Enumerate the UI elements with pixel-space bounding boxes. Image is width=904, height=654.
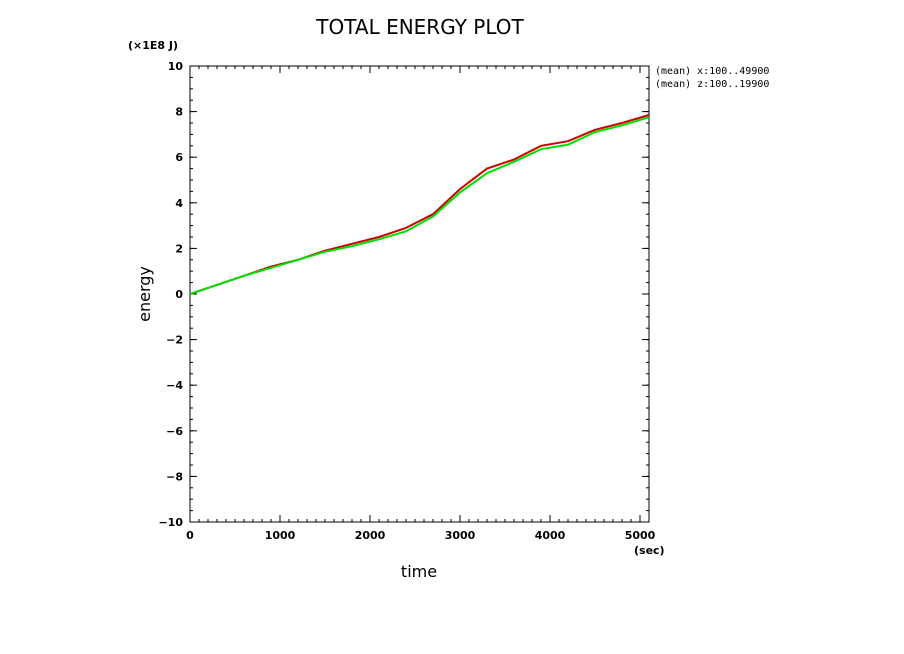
axis-ticks — [189, 65, 650, 523]
y-unit-label: (×1E8 J) — [128, 39, 178, 52]
plot-frame — [189, 65, 650, 523]
x-tick-label: 0 — [186, 529, 194, 542]
y-tick-label: 8 — [175, 106, 183, 119]
tick-labels: 0 1000 2000 3000 4000 5000 −10 −8 −6 −4 −2 0 2 4 6 8 10 — [158, 60, 655, 542]
x-tick-label: 5000 — [625, 529, 656, 542]
y-tick-label: 2 — [175, 242, 183, 255]
x-tick-label: 2000 — [355, 529, 386, 542]
x-tick-label: 3000 — [445, 529, 476, 542]
y-tick-label: −8 — [166, 470, 183, 483]
y-tick-label: 6 — [175, 151, 183, 164]
y-tick-label: −4 — [166, 379, 183, 392]
chart-title: TOTAL ENERGY PLOT — [315, 15, 524, 39]
y-axis-label: energy — [135, 266, 154, 322]
x-tick-label: 1000 — [265, 529, 296, 542]
y-tick-label: 10 — [168, 60, 184, 73]
y-tick-label: −6 — [166, 425, 183, 438]
series-line-2 — [189, 116, 650, 295]
y-tick-label: −2 — [166, 334, 183, 347]
x-unit-label: (sec) — [634, 544, 665, 557]
series-lines — [189, 114, 650, 295]
legend-entry-1: (mean) x:100..49900 — [655, 66, 769, 77]
y-tick-label: 0 — [175, 288, 183, 301]
x-axis-label: time — [401, 562, 437, 581]
legend-entry-2: (mean) z:100..19900 — [655, 79, 769, 90]
series-line-1 — [189, 114, 650, 295]
y-tick-label: −10 — [158, 516, 183, 529]
y-tick-label: 4 — [175, 197, 183, 210]
x-tick-label: 4000 — [535, 529, 566, 542]
legend: (mean) x:100..49900 (mean) z:100..19900 — [655, 66, 769, 90]
